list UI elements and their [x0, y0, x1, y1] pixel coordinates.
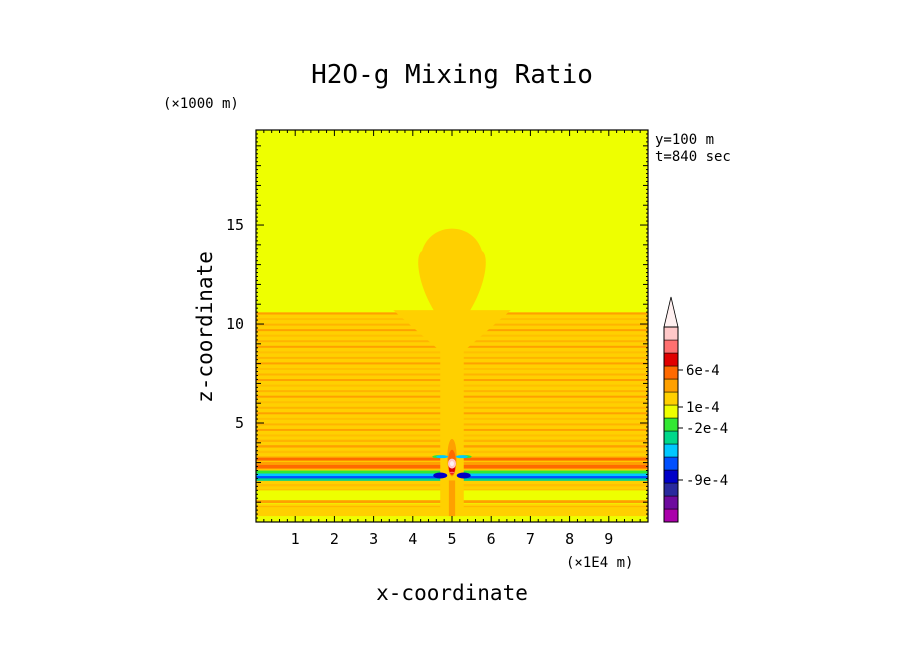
colorbar-frame	[663, 326, 679, 523]
colorbar-segment	[663, 326, 679, 341]
plume-funnel	[393, 310, 511, 352]
x-tick-label: 5	[447, 530, 456, 548]
colorbar-label: 6e-4	[686, 363, 720, 379]
colorbar-segment	[663, 391, 679, 406]
x-axis-title: x-coordinate	[376, 581, 528, 605]
y-tick-label: 5	[235, 414, 244, 432]
y-tick-label: 10	[226, 315, 244, 333]
colorbar-segment	[663, 508, 679, 523]
x-axis: 1 2 3 4 5 6 7 8 9	[255, 130, 649, 548]
annotation-y-location: y=100 m	[655, 132, 714, 148]
colorbar-segment	[663, 352, 679, 367]
x-tick-label: 1	[291, 530, 300, 548]
colorbar-label: 1e-4	[686, 400, 720, 416]
y-tick-label: 15	[226, 216, 244, 234]
colorbar-segment	[663, 469, 679, 484]
colorbar-segment	[663, 443, 679, 458]
plot-area	[256, 130, 648, 522]
colorbar-segment	[663, 339, 679, 354]
colorbar-segment	[663, 404, 679, 419]
colorbar-segment	[663, 430, 679, 445]
colorbar-label: -2e-4	[686, 421, 728, 437]
chart-title: H2O-g Mixing Ratio	[311, 60, 593, 90]
x-tick-label: 3	[369, 530, 378, 548]
plume-stem	[440, 314, 464, 517]
colorbar-segment	[663, 482, 679, 497]
colorbar-arrow	[663, 296, 679, 328]
x-tick-label: 8	[565, 530, 574, 548]
colorbar: 6e-4 1e-4 -2e-4 -9e-4	[663, 296, 728, 523]
colorbar-segment	[663, 365, 679, 380]
x-tick-label: 2	[330, 530, 339, 548]
y-axis-title: z-coordinate	[193, 251, 217, 403]
colorbar-segment	[663, 495, 679, 510]
annotation-time: t=840 sec	[655, 149, 731, 165]
plume-lobe	[455, 455, 468, 459]
plume-lobe	[433, 472, 448, 479]
plume-lobe	[456, 472, 471, 479]
colorbar-label: -9e-4	[686, 473, 728, 489]
plume-base	[448, 480, 456, 517]
x-tick-label: 7	[526, 530, 535, 548]
x-tick-label: 6	[487, 530, 496, 548]
x-tick-label: 9	[604, 530, 613, 548]
x-unit-label: (×1E4 m)	[566, 555, 633, 571]
colorbar-segment	[663, 378, 679, 393]
y-axis: 5 10 15	[226, 129, 648, 523]
plume-cap	[418, 228, 486, 315]
plume-lobe	[436, 455, 449, 459]
colorbar-segment	[663, 456, 679, 471]
plume-core	[449, 471, 455, 474]
colorbar-segment	[663, 417, 679, 432]
y-unit-label: (×1000 m)	[163, 96, 239, 112]
plume-core	[450, 461, 454, 467]
x-tick-label: 4	[408, 530, 417, 548]
